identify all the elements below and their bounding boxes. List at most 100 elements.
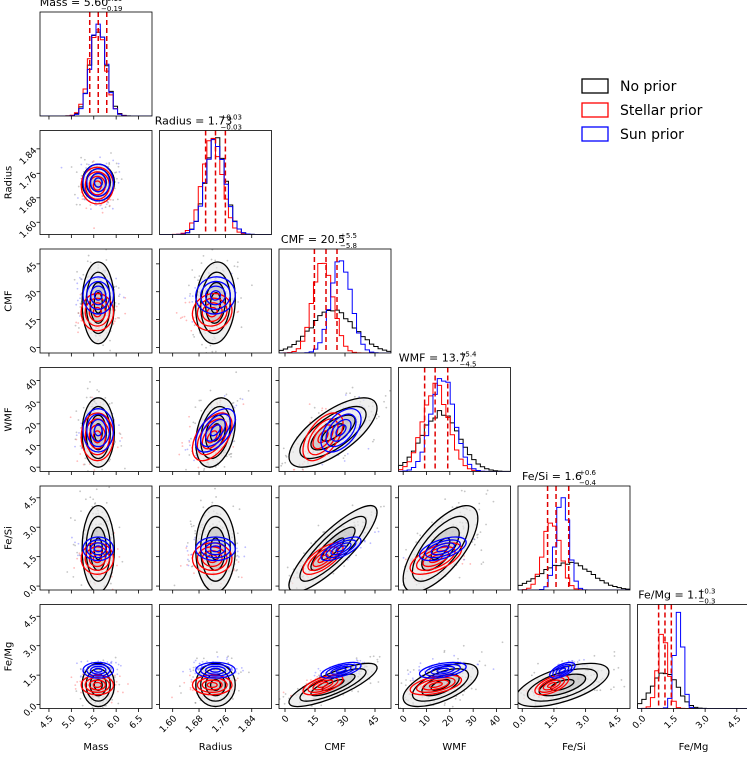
scatter-point-sun bbox=[105, 203, 108, 206]
scatter-point-sun bbox=[77, 554, 79, 557]
panel-frame bbox=[278, 485, 392, 591]
contour-sun-level-3 bbox=[320, 536, 362, 562]
panel-content bbox=[70, 656, 129, 709]
scatter-point-none bbox=[194, 532, 197, 535]
scatter-point-none bbox=[117, 302, 120, 305]
scatter-point-stellar bbox=[190, 329, 193, 332]
scatter-point-stellar bbox=[114, 683, 117, 686]
scatter-point-stellar bbox=[78, 552, 81, 555]
y-tick-label-wmf: 0 bbox=[28, 464, 39, 475]
scatter-point-none bbox=[118, 317, 120, 319]
scatter-point-none bbox=[303, 552, 305, 555]
contour-sun-level-3 bbox=[418, 536, 467, 562]
scatter-point-none bbox=[79, 302, 82, 305]
scatter-point-stellar bbox=[91, 396, 93, 399]
panel-content bbox=[398, 489, 495, 590]
scatter-point-sun bbox=[369, 542, 372, 545]
scatter-point-sun bbox=[76, 299, 79, 302]
scatter-point-none bbox=[77, 327, 80, 329]
scatter-point-stellar bbox=[185, 319, 188, 322]
scatter-point-none bbox=[236, 277, 239, 280]
scatter-point-sun bbox=[233, 406, 236, 409]
panel-frame bbox=[278, 248, 392, 354]
scatter-point-sun bbox=[189, 444, 191, 447]
scatter-point-none bbox=[355, 554, 358, 557]
contour-sun-level-2 bbox=[325, 413, 357, 448]
scatter-point-sun bbox=[359, 546, 362, 549]
scatter-point-stellar bbox=[76, 460, 79, 463]
scatter-point-sun bbox=[74, 445, 76, 448]
scatter-point-sun bbox=[402, 556, 405, 559]
scatter-point-stellar bbox=[113, 320, 116, 323]
contour-sun-level-3 bbox=[82, 276, 115, 315]
scatter-point-none bbox=[476, 534, 478, 536]
scatter-point-none bbox=[193, 276, 196, 279]
title-err-minus-cmf: −5.8 bbox=[340, 242, 357, 250]
scatter-point-stellar bbox=[461, 562, 464, 565]
contour-sun-level-2 bbox=[200, 539, 231, 559]
scatter-point-none bbox=[83, 198, 86, 201]
scatter-point-none bbox=[485, 493, 488, 495]
contour-sun-level-0 bbox=[335, 424, 347, 437]
scatter-point-stellar bbox=[321, 407, 324, 410]
panel-mass-vs-mass: Mass = 5.60+0.19−0.19 bbox=[39, 0, 153, 120]
scatter-point-none bbox=[240, 326, 243, 329]
scatter-point-none bbox=[211, 350, 214, 353]
scatter-point-none bbox=[215, 496, 217, 498]
scatter-point-stellar bbox=[92, 160, 95, 163]
scatter-point-stellar bbox=[237, 561, 240, 563]
panel-fe-si-vs-fe-si: Fe/Si = 1.6+0.6−0.4 bbox=[517, 469, 631, 594]
scatter-point-sun bbox=[83, 197, 85, 200]
scatter-point-none bbox=[371, 440, 374, 443]
scatter-point-none bbox=[83, 463, 86, 466]
scatter-point-none bbox=[189, 520, 192, 523]
scatter-point-none bbox=[73, 278, 76, 281]
scatter-point-none bbox=[188, 454, 191, 456]
panel-frame bbox=[39, 248, 153, 354]
scatter-point-none bbox=[282, 447, 285, 450]
scatter-point-none bbox=[209, 344, 212, 347]
scatter-point-none bbox=[415, 541, 418, 544]
scatter-point-stellar bbox=[75, 438, 78, 441]
contour-stellar-level-3 bbox=[80, 292, 115, 332]
contour-sun-level-0 bbox=[436, 545, 450, 553]
scatter-point-stellar bbox=[73, 567, 76, 569]
scatter-point-none bbox=[492, 500, 495, 503]
scatter-point-none bbox=[405, 548, 407, 551]
scatter-point-none bbox=[108, 402, 111, 405]
scatter-point-none bbox=[108, 460, 110, 462]
scatter-point-sun bbox=[80, 447, 83, 450]
scatter-point-none bbox=[107, 201, 110, 204]
scatter-point-stellar bbox=[106, 200, 109, 203]
scatter-point-none bbox=[116, 177, 118, 180]
scatter-point-none bbox=[105, 259, 108, 261]
scatter-point-stellar bbox=[93, 227, 95, 230]
scatter-point-sun bbox=[115, 277, 118, 280]
scatter-point-sun bbox=[60, 166, 63, 169]
scatter-point-none bbox=[84, 498, 87, 501]
contour-sun-level-1 bbox=[430, 542, 456, 556]
scatter-point-none bbox=[479, 531, 482, 534]
panel-frame bbox=[39, 130, 153, 235]
contour-sun-level-1 bbox=[204, 542, 227, 556]
scatter-point-none bbox=[349, 392, 351, 395]
scatter-point-none bbox=[375, 417, 378, 420]
scatter-point-none bbox=[444, 498, 447, 501]
scatter-point-sun bbox=[188, 439, 191, 442]
scatter-point-none bbox=[190, 437, 192, 440]
scatter-point-none bbox=[377, 415, 380, 418]
scatter-point-sun bbox=[118, 293, 121, 296]
contour-sun-level-0 bbox=[93, 290, 103, 301]
scatter-point-none bbox=[379, 505, 382, 508]
scatter-point-none bbox=[109, 458, 112, 461]
histogram-stellar-fe-si bbox=[518, 522, 630, 590]
scatter-point-none bbox=[235, 371, 238, 374]
scatter-point-sun bbox=[122, 296, 125, 299]
scatter-point-stellar bbox=[181, 316, 184, 319]
scatter-point-none bbox=[473, 538, 476, 541]
scatter-point-none bbox=[223, 465, 226, 468]
scatter-point-none bbox=[192, 421, 195, 424]
scatter-point-stellar bbox=[85, 207, 88, 210]
scatter-point-stellar bbox=[175, 312, 178, 314]
scatter-point-stellar bbox=[232, 445, 235, 448]
